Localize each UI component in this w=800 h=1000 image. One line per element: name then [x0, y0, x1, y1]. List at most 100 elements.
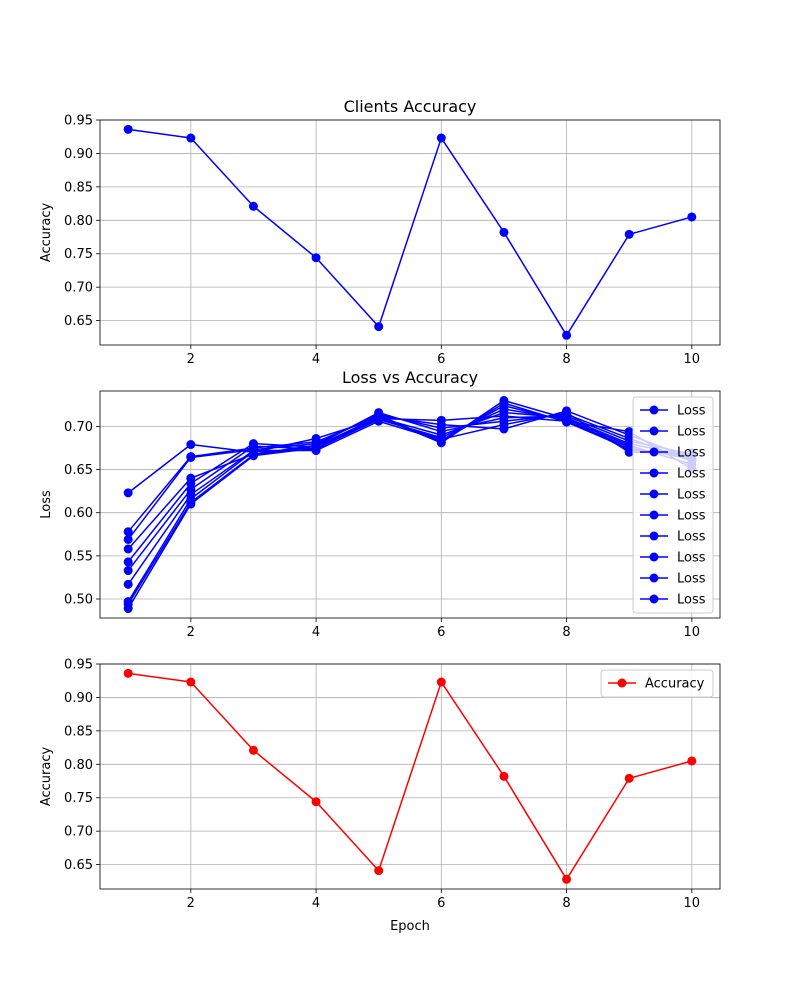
y-tick-label: 0.55 — [64, 549, 93, 564]
legend-item: Loss — [640, 593, 706, 608]
axes-frame — [99, 663, 721, 890]
axes-frame — [99, 119, 721, 346]
data-point — [624, 773, 634, 783]
legend-marker — [649, 594, 659, 604]
data-point — [687, 212, 697, 222]
legend: Accuracy — [600, 669, 714, 698]
y-axis-label: Accuracy — [39, 203, 54, 263]
legend-label: Loss — [677, 488, 706, 503]
y-axis: 0.65 0.70 0.75 0.80 0.85 0.90 0.95 — [64, 114, 100, 329]
legend-item: Accuracy — [608, 677, 705, 692]
data-point — [123, 557, 133, 567]
legend-label: Loss — [677, 509, 706, 524]
chart-title: Loss vs Accuracy — [342, 368, 478, 387]
y-tick-label: 0.90 — [64, 691, 93, 706]
data-point — [499, 227, 509, 237]
series-line-1 — [128, 672, 693, 881]
legend-marker — [649, 447, 659, 457]
legend-marker — [617, 678, 627, 688]
legend-item: Loss — [640, 488, 706, 503]
x-tick-label: 10 — [684, 352, 701, 367]
x-tick-label: 10 — [684, 625, 701, 640]
data-point — [123, 668, 133, 678]
series-line-4 — [127, 411, 692, 550]
legend-label: Loss — [677, 530, 706, 545]
legend-label: Loss — [677, 425, 706, 440]
legend-item: Loss — [640, 572, 706, 587]
legend-label: Loss — [677, 551, 706, 566]
y-tick-label: 0.95 — [64, 114, 93, 129]
data-point — [311, 797, 321, 807]
data-point — [499, 420, 509, 430]
legend-label: Loss — [677, 404, 706, 419]
y-tick-label: 0.80 — [64, 214, 93, 229]
chart-panel-2: 2 4 6 8 10 0.50 0.55 0.60 0.65 0.70 Loss vs Accura… — [39, 368, 721, 640]
y-tick-label: 0.65 — [64, 858, 93, 873]
data-point — [562, 874, 572, 884]
data-point — [436, 133, 446, 143]
data-point — [436, 677, 446, 687]
data-point — [248, 745, 258, 755]
legend-label: Loss — [677, 593, 706, 608]
legend-item: Loss — [640, 467, 706, 482]
y-tick-label: 0.70 — [64, 281, 93, 296]
x-tick-label: 8 — [562, 896, 570, 911]
data-point — [562, 330, 572, 340]
x-tick-label: 10 — [684, 896, 701, 911]
data-point — [123, 527, 133, 537]
legend-label: Loss — [677, 467, 706, 482]
data-point — [374, 414, 384, 424]
legend-item: Loss — [640, 404, 706, 419]
series-line-6 — [127, 408, 693, 571]
data-point — [123, 544, 133, 554]
y-tick-label: 0.65 — [64, 314, 93, 329]
series-line-9 — [127, 399, 692, 605]
x-tick-label: 4 — [312, 352, 320, 367]
series-line-2 — [127, 410, 693, 533]
y-tick-label: 0.70 — [64, 420, 93, 435]
y-axis: 0.50 0.55 0.60 0.65 0.70 — [64, 420, 100, 608]
x-tick-label: 6 — [437, 896, 445, 911]
x-tick-label: 2 — [187, 352, 195, 367]
legend-label: Accuracy — [645, 677, 705, 692]
chart-panel-1: 2 4 6 8 10 0.65 0.70 0.75 0.80 0.85 0.90 0.95 Client… — [39, 97, 721, 367]
y-tick-label: 0.50 — [64, 593, 93, 608]
y-tick-label: 0.60 — [64, 506, 93, 521]
x-axis: 2 4 6 8 10 — [187, 618, 700, 640]
data-point — [186, 440, 196, 450]
x-tick-label: 8 — [562, 352, 570, 367]
y-tick-label: 0.90 — [64, 147, 93, 162]
series-group — [123, 395, 697, 614]
x-axis: 2 4 6 8 10 — [187, 889, 700, 911]
y-tick-label: 0.85 — [64, 180, 93, 195]
x-tick-label: 4 — [312, 896, 320, 911]
data-point — [436, 434, 446, 444]
legend: Loss Loss Loss Loss Loss Loss Loss Loss Loss Loss — [632, 396, 714, 614]
x-tick-label: 6 — [437, 625, 445, 640]
y-tick-label: 0.70 — [64, 825, 93, 840]
axes-frame — [99, 390, 721, 619]
data-point — [311, 443, 321, 453]
y-tick-label: 0.75 — [64, 247, 93, 262]
y-tick-label: 0.75 — [64, 791, 93, 806]
y-tick-label: 0.95 — [64, 658, 93, 673]
data-point — [374, 866, 384, 876]
x-tick-label: 2 — [187, 625, 195, 640]
data-point — [186, 452, 196, 462]
legend-marker — [649, 552, 659, 562]
legend-item: Loss — [640, 425, 706, 440]
x-tick-label: 6 — [437, 352, 445, 367]
x-tick-label: 8 — [562, 625, 570, 640]
legend-marker — [649, 426, 659, 436]
data-point — [562, 408, 572, 418]
series-line-3 — [127, 413, 693, 540]
legend-item: Loss — [640, 530, 706, 545]
y-axis-label: Loss — [39, 490, 54, 519]
x-tick-label: 2 — [187, 896, 195, 911]
data-point — [624, 447, 634, 457]
data-point — [186, 133, 196, 143]
x-tick-label: 4 — [312, 625, 320, 640]
data-point — [123, 534, 133, 544]
series-line-5 — [127, 411, 692, 563]
